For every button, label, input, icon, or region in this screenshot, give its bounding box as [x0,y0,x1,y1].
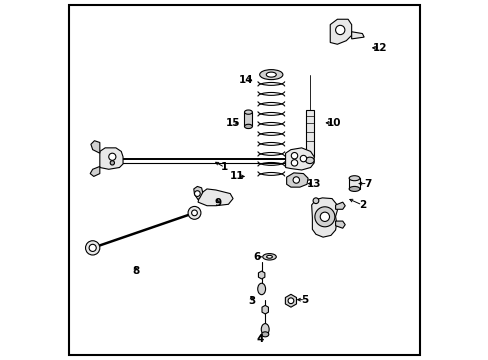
Circle shape [335,25,344,35]
Ellipse shape [244,124,252,129]
Bar [244,112,252,126]
Text: 8: 8 [132,266,139,276]
Text: 12: 12 [372,43,386,53]
Ellipse shape [257,283,265,295]
Polygon shape [90,166,100,176]
Polygon shape [286,173,307,187]
Polygon shape [285,294,296,307]
Ellipse shape [266,255,272,258]
Text: 5: 5 [301,295,308,305]
Circle shape [312,198,318,203]
Polygon shape [335,202,345,209]
Polygon shape [311,198,337,237]
Text: 2: 2 [358,200,365,210]
Ellipse shape [348,186,359,192]
Polygon shape [351,32,364,39]
Text: 4: 4 [256,334,264,344]
Text: 15: 15 [225,118,240,128]
Ellipse shape [261,332,268,337]
Circle shape [194,191,200,197]
Text: 6: 6 [253,252,260,262]
Polygon shape [100,148,123,169]
Text: 10: 10 [326,118,340,128]
Text: 13: 13 [306,179,321,189]
Ellipse shape [348,176,359,181]
Bar [348,178,359,189]
Text: 1: 1 [221,162,228,172]
Polygon shape [262,305,268,314]
Polygon shape [285,148,313,170]
Ellipse shape [262,253,276,260]
Circle shape [287,298,293,303]
Ellipse shape [266,72,276,77]
Ellipse shape [259,69,283,80]
Circle shape [314,207,334,227]
Polygon shape [258,271,264,279]
Polygon shape [198,189,233,206]
Circle shape [291,159,297,166]
Ellipse shape [244,110,252,114]
Circle shape [291,153,297,159]
Circle shape [188,206,201,219]
Ellipse shape [305,157,313,163]
Polygon shape [193,186,203,200]
Circle shape [108,153,116,160]
Circle shape [300,156,306,162]
Polygon shape [335,221,345,228]
Circle shape [320,212,329,221]
Circle shape [110,161,114,165]
Text: 9: 9 [214,198,221,208]
Circle shape [89,244,96,251]
Text: 14: 14 [239,75,253,85]
Polygon shape [91,141,100,153]
Circle shape [191,210,197,216]
Text: 11: 11 [230,171,244,181]
Text: 3: 3 [247,296,255,306]
Bar [305,111,313,157]
Circle shape [85,241,100,255]
Ellipse shape [261,324,268,335]
Circle shape [292,177,299,183]
Polygon shape [329,19,351,44]
Text: 7: 7 [363,179,371,189]
